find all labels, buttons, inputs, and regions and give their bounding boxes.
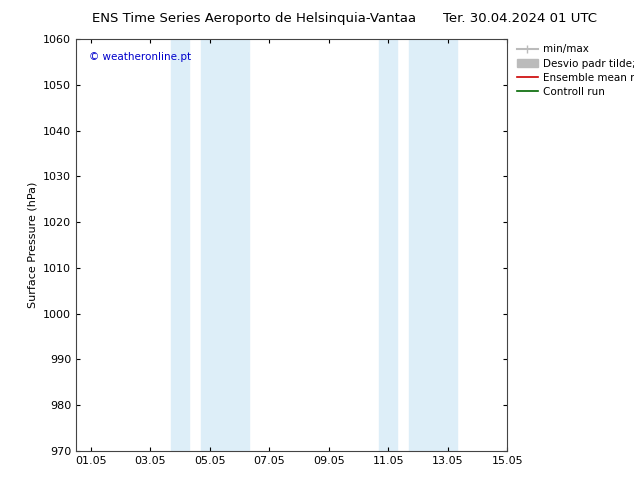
Text: Ter. 30.04.2024 01 UTC: Ter. 30.04.2024 01 UTC [443, 12, 597, 25]
Y-axis label: Surface Pressure (hPa): Surface Pressure (hPa) [27, 182, 37, 308]
Text: © weatheronline.pt: © weatheronline.pt [89, 51, 191, 62]
Bar [379, 39, 397, 451]
Bar [409, 39, 456, 451]
Bar [201, 39, 249, 451]
Text: ENS Time Series Aeroporto de Helsinquia-Vantaa: ENS Time Series Aeroporto de Helsinquia-… [91, 12, 416, 25]
Legend: min/max, Desvio padr tilde;o, Ensemble mean run, Controll run: min/max, Desvio padr tilde;o, Ensemble m… [517, 45, 634, 97]
Bar [171, 39, 189, 451]
